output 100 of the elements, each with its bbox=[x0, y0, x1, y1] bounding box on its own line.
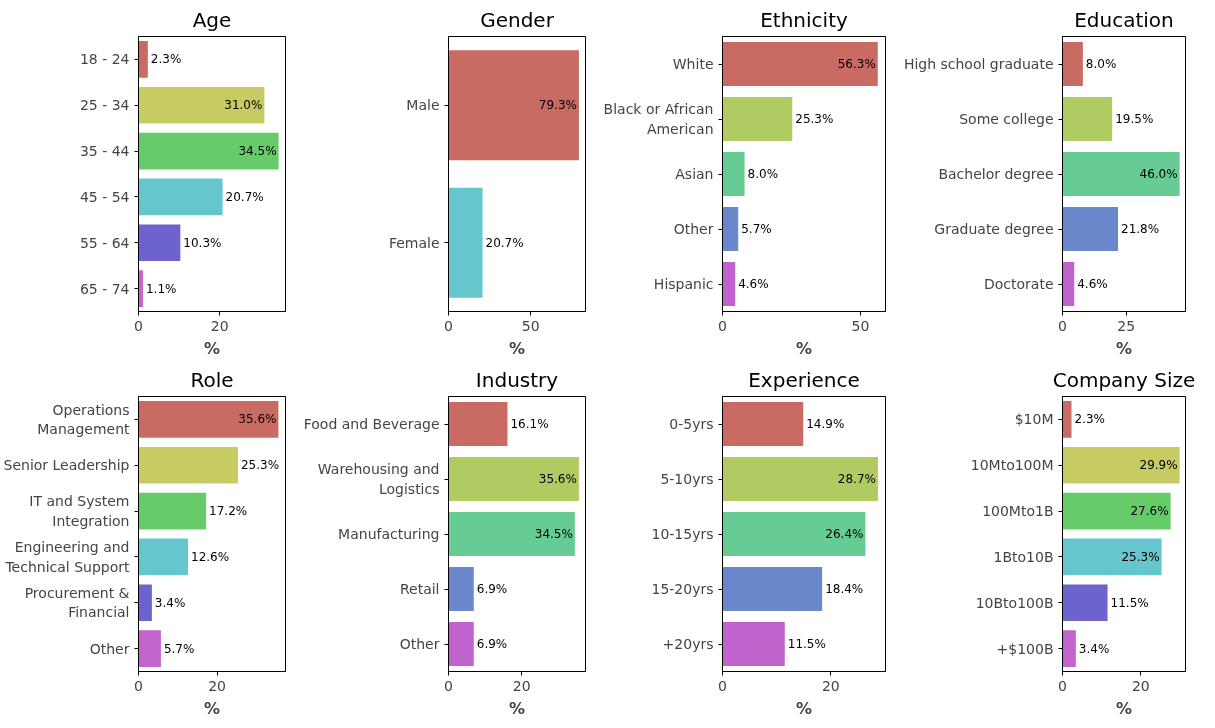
x-axis-title: % bbox=[508, 338, 526, 358]
data-label: 11.5% bbox=[787, 637, 826, 651]
x-tick-label: 20 bbox=[821, 677, 840, 694]
data-label: 34.5% bbox=[534, 527, 573, 541]
y-tick-label: 5-10yrs bbox=[660, 471, 714, 487]
y-tick-label: 1Bto10B bbox=[993, 548, 1054, 565]
data-label: 19.5% bbox=[1115, 112, 1154, 126]
data-label: 46.0% bbox=[1139, 167, 1178, 181]
y-tick-label: +$100B bbox=[996, 640, 1054, 657]
chart-title: Experience bbox=[748, 367, 860, 392]
y-tick-label: Other bbox=[89, 640, 130, 657]
y-tick-label: Some college bbox=[959, 111, 1054, 127]
data-label: 8.0% bbox=[747, 167, 779, 181]
y-tick-label: 15-20yrs bbox=[651, 581, 714, 597]
y-tick-label: Procurement & Financial bbox=[24, 585, 130, 621]
data-label: 8.0% bbox=[1085, 57, 1117, 71]
x-axis-title: % bbox=[1115, 698, 1133, 718]
data-label: 5.7% bbox=[163, 641, 195, 656]
x-tick-label: 50 bbox=[851, 317, 870, 334]
x-tick-label: 0 bbox=[134, 677, 143, 694]
data-label: 27.6% bbox=[1130, 504, 1169, 519]
data-label: 4.6% bbox=[1077, 277, 1108, 291]
y-tick-label: Asian bbox=[675, 166, 714, 182]
x-tick-label: 20 bbox=[512, 677, 531, 694]
y-tick-label: Senior Leadership bbox=[3, 457, 130, 474]
y-tick-label: Graduate degree bbox=[934, 221, 1054, 237]
y-tick-label: 55 - 64 bbox=[79, 234, 130, 251]
y-tick-label: 45 - 54 bbox=[79, 188, 130, 205]
data-label: 31.0% bbox=[224, 98, 263, 113]
y-tick-label: 25 - 34 bbox=[79, 97, 130, 114]
data-label: 10.3% bbox=[183, 235, 222, 250]
data-label: 56.3% bbox=[837, 57, 876, 71]
x-tick-label: 20 bbox=[208, 677, 227, 694]
x-axis-title: % bbox=[1115, 338, 1133, 358]
x-axis-title: % bbox=[508, 698, 526, 718]
chart-title: Education bbox=[1074, 7, 1174, 32]
y-tick-label: 35 - 44 bbox=[79, 143, 130, 160]
data-label: 4.6% bbox=[738, 277, 769, 291]
x-tick-label: 25 bbox=[1117, 317, 1136, 334]
y-tick-label: $10M bbox=[1014, 411, 1054, 428]
y-tick-label: Male bbox=[406, 97, 440, 114]
y-tick-label: Black or African American bbox=[603, 101, 714, 137]
data-label: 20.7% bbox=[485, 235, 524, 250]
y-tick-label: Female bbox=[388, 234, 440, 251]
data-label: 20.7% bbox=[225, 189, 264, 204]
x-axis-title: % bbox=[203, 698, 221, 718]
data-label: 25.3% bbox=[1121, 549, 1160, 564]
y-tick-label: Engineering and Technical Support bbox=[4, 539, 131, 575]
data-label: 34.5% bbox=[238, 144, 277, 159]
x-tick-label: 0 bbox=[134, 317, 143, 334]
x-tick-label: 0 bbox=[444, 317, 453, 334]
y-tick-label: Warehousing and Logistics bbox=[317, 461, 440, 497]
x-tick-label: 20 bbox=[1131, 677, 1150, 694]
data-label: 14.9% bbox=[806, 417, 845, 431]
data-label: 26.4% bbox=[825, 527, 864, 541]
y-tick-label: Manufacturing bbox=[338, 526, 440, 542]
y-tick-label: 10Mto100M bbox=[970, 457, 1054, 474]
data-label: 21.8% bbox=[1121, 222, 1160, 236]
data-label: 1.1% bbox=[145, 281, 177, 296]
chart-title: Gender bbox=[480, 7, 555, 32]
data-label: 5.7% bbox=[741, 222, 772, 236]
x-tick-label: 50 bbox=[521, 317, 540, 334]
data-label: 16.1% bbox=[510, 417, 549, 431]
x-tick-label: 20 bbox=[210, 317, 229, 334]
y-tick-label: High school graduate bbox=[903, 56, 1054, 72]
data-label: 12.6% bbox=[191, 549, 230, 564]
data-label: 79.3% bbox=[538, 98, 577, 113]
data-label: 3.4% bbox=[1078, 641, 1110, 656]
x-axis-title: % bbox=[795, 698, 813, 718]
data-label: 2.3% bbox=[1074, 412, 1106, 427]
data-label: 25.3% bbox=[240, 458, 280, 473]
data-label: 3.4% bbox=[154, 595, 186, 610]
y-tick-label: 10Bto100B bbox=[975, 594, 1054, 611]
y-tick-label: 18 - 24 bbox=[79, 51, 130, 68]
data-label: 25.3% bbox=[795, 112, 834, 126]
x-tick-label: 0 bbox=[718, 317, 727, 334]
y-tick-label: 0-5yrs bbox=[669, 416, 714, 432]
y-tick-label: White bbox=[672, 56, 714, 72]
x-tick-label: 0 bbox=[718, 677, 727, 694]
data-label: 11.5% bbox=[1110, 595, 1149, 610]
data-label: 35.6% bbox=[238, 412, 277, 427]
y-tick-label: Other bbox=[399, 636, 440, 652]
x-tick-label: 0 bbox=[1058, 677, 1067, 694]
chart-title: Age bbox=[192, 7, 232, 32]
y-tick-label: IT and System Integration bbox=[29, 493, 130, 529]
y-tick-label: Hispanic bbox=[653, 276, 714, 292]
data-label: 29.9% bbox=[1139, 458, 1178, 473]
data-label: 6.9% bbox=[476, 637, 508, 651]
data-label: 17.2% bbox=[209, 504, 248, 519]
y-tick-label: +20yrs bbox=[662, 636, 714, 652]
data-label: 2.3% bbox=[150, 52, 182, 67]
y-tick-label: Operations Management bbox=[37, 401, 131, 438]
data-label: 6.9% bbox=[476, 582, 508, 596]
data-label: 18.4% bbox=[825, 582, 864, 596]
y-tick-label: 65 - 74 bbox=[79, 280, 130, 297]
y-tick-label: Food and Beverage bbox=[303, 416, 440, 432]
data-label: 35.6% bbox=[538, 472, 577, 486]
y-tick-label: Other bbox=[673, 221, 714, 237]
chart-title: Industry bbox=[475, 367, 559, 392]
y-tick-label: Doctorate bbox=[983, 276, 1054, 292]
